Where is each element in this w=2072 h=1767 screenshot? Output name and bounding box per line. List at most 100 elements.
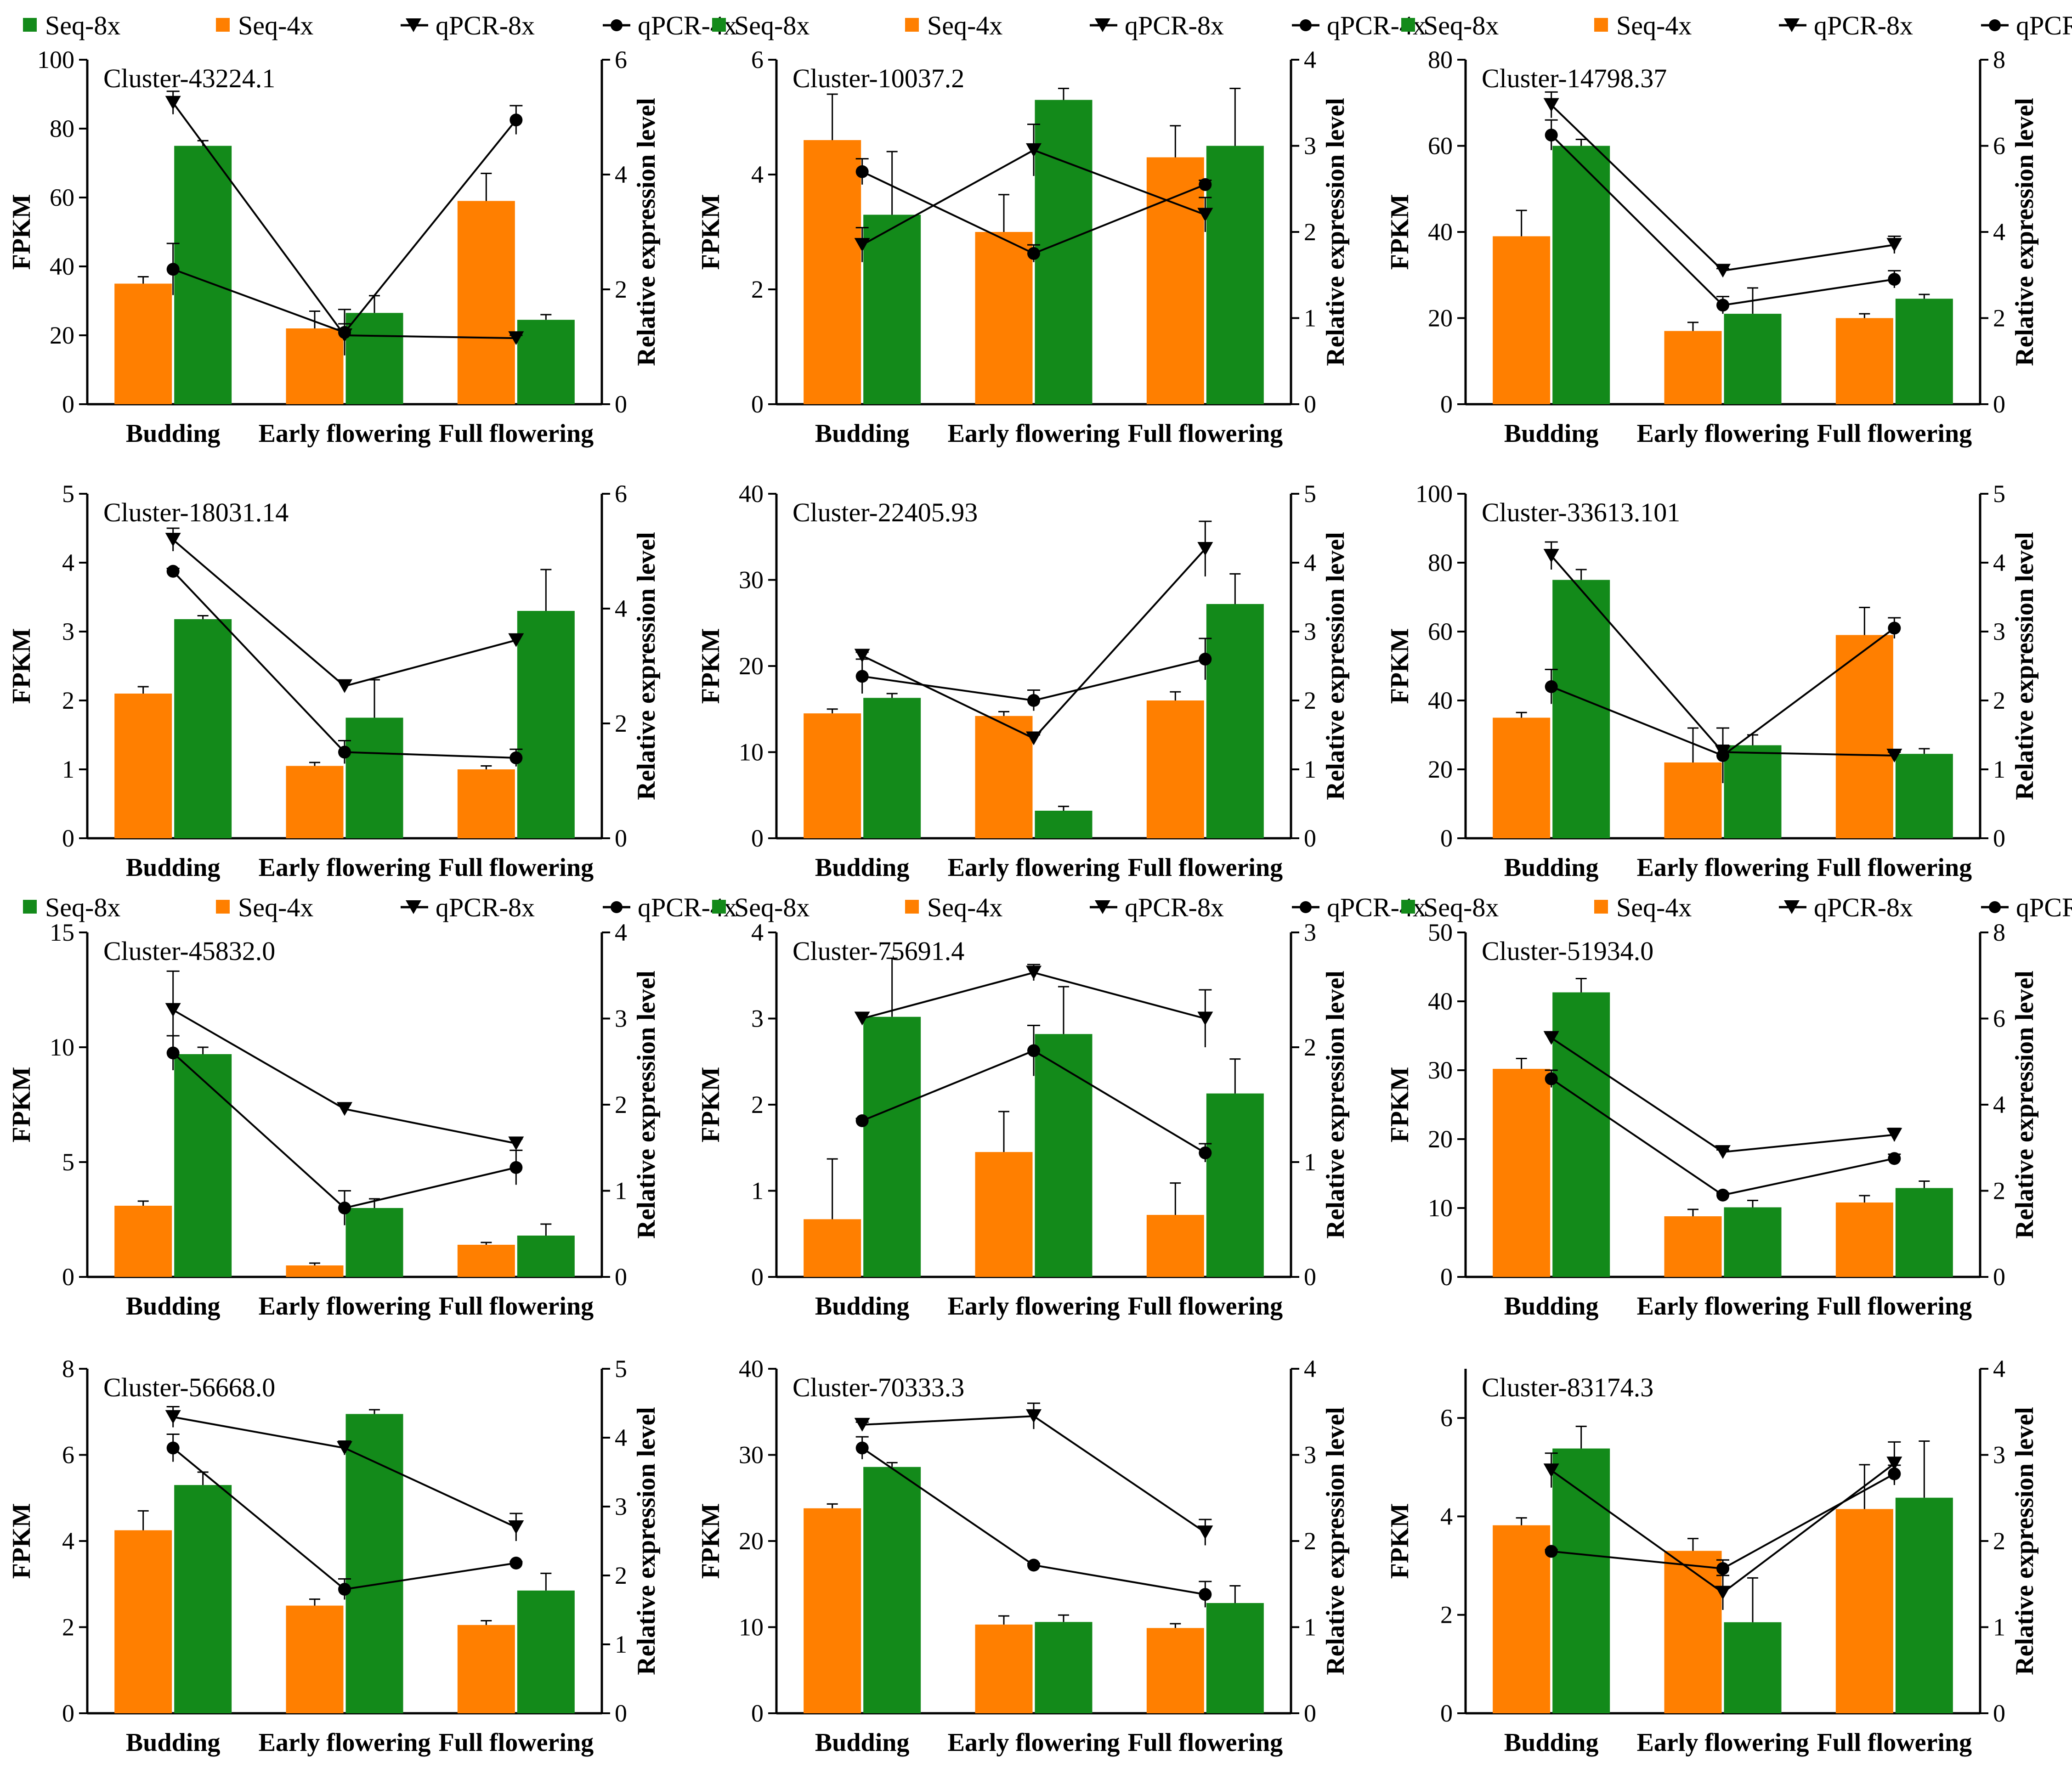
x-tick-label: Full flowering <box>1128 1728 1283 1757</box>
point-qpcr-4x <box>338 326 351 339</box>
point-qpcr-8x <box>337 1441 352 1455</box>
chart-title: Cluster-18031.14 <box>103 497 289 527</box>
point-qpcr-4x <box>1545 129 1558 142</box>
y-tick-label: 30 <box>739 566 764 594</box>
y-tick-label: 20 <box>739 1527 764 1555</box>
bar-seq-8x <box>1895 1188 1953 1277</box>
legend-triangle-marker <box>1784 900 1800 914</box>
chart-panel-2: 0 2 4 6 0 1 2 3 4 FPKM Relative expression level Cl… <box>696 46 1350 448</box>
bar-seq-8x <box>517 320 575 404</box>
y-tick-label: 20 <box>739 652 764 680</box>
y-axis-title: FPKM <box>1386 194 1414 270</box>
y2-axis-title: Relative expression level <box>632 98 661 366</box>
bar-seq-4x <box>1493 1069 1551 1277</box>
chart-panel-10: 0 2 4 6 8 0 1 2 3 4 5 FPKM Relative expression level… <box>7 1355 661 1757</box>
bar-seq-4x <box>1493 717 1551 838</box>
point-qpcr-8x <box>508 331 524 345</box>
bar-seq-8x <box>1035 1622 1093 1713</box>
chart-title: Cluster-51934.0 <box>1482 936 1653 966</box>
legend-label-qpcr-8x: qPCR-8x <box>436 892 535 922</box>
x-tick-label: Budding <box>1504 853 1599 882</box>
chart-title: Cluster-14798.37 <box>1482 63 1667 93</box>
y2-tick-label: 2 <box>1304 1033 1316 1061</box>
legend-label-qpcr-8x: qPCR-8x <box>1814 892 1913 922</box>
point-qpcr-4x <box>166 1046 180 1060</box>
bar-seq-4x <box>1664 1216 1722 1277</box>
y2-tick-label: 0 <box>615 390 627 418</box>
y2-tick-label: 4 <box>1993 1091 2005 1118</box>
y2-tick-label: 2 <box>615 1091 627 1118</box>
chart-title: Cluster-75691.4 <box>793 936 964 966</box>
point-qpcr-4x <box>510 1161 523 1174</box>
y-tick-label: 50 <box>1428 919 1453 946</box>
x-tick-label: Early flowering <box>1637 419 1809 448</box>
chart-panel-11: 0 10 20 30 40 0 1 2 3 4 FPKM Relative expression le… <box>696 1355 1350 1757</box>
legend-swatch-seq-4x <box>216 900 230 914</box>
point-qpcr-8x <box>1026 965 1042 980</box>
point-qpcr-8x <box>165 96 181 110</box>
bar-seq-8x <box>517 1590 575 1713</box>
y-tick-label: 2 <box>1440 1601 1453 1629</box>
y2-axis-title: Relative expression level <box>1321 98 1350 366</box>
y2-tick-label: 2 <box>1304 1527 1316 1555</box>
y-tick-label: 80 <box>1428 549 1453 576</box>
y-tick-label: 2 <box>751 276 764 303</box>
legend-label-seq-8x: Seq-8x <box>1423 892 1499 922</box>
point-qpcr-8x <box>337 679 352 693</box>
bar-seq-4x <box>1664 762 1722 838</box>
x-tick-label: Full flowering <box>1817 853 1972 882</box>
x-tick-label: Budding <box>1504 419 1599 448</box>
y2-tick-label: 8 <box>1993 919 2005 946</box>
y2-tick-label: 2 <box>615 276 627 303</box>
bar-seq-4x <box>286 1265 344 1277</box>
point-qpcr-8x <box>1197 208 1213 222</box>
y2-axis-title: Relative expression level <box>632 971 661 1239</box>
legend-circle-marker <box>611 19 623 31</box>
legend-swatch-seq-8x <box>712 900 726 914</box>
bar-seq-4x <box>114 1530 172 1713</box>
bar-seq-8x <box>345 717 403 838</box>
bar-seq-4x <box>457 1625 515 1713</box>
y2-tick-label: 5 <box>1304 480 1316 508</box>
y-tick-label: 0 <box>751 1263 764 1291</box>
y-tick-label: 100 <box>1415 480 1453 508</box>
bar-seq-8x <box>345 313 403 404</box>
y-tick-label: 60 <box>1428 618 1453 645</box>
x-tick-label: Full flowering <box>1128 853 1283 882</box>
x-tick-label: Early flowering <box>1637 1728 1809 1757</box>
bar-seq-4x <box>975 1624 1033 1713</box>
y2-tick-label: 3 <box>1304 919 1316 946</box>
point-qpcr-4x <box>1199 653 1212 666</box>
legend-triangle-marker <box>1095 18 1110 32</box>
x-tick-label: Budding <box>126 419 221 448</box>
y2-tick-label: 3 <box>1304 1441 1316 1469</box>
y-tick-label: 20 <box>1428 305 1453 332</box>
bar-seq-4x <box>114 694 172 838</box>
point-qpcr-8x <box>165 533 181 547</box>
bar-seq-8x <box>174 619 232 838</box>
point-qpcr-8x <box>508 1136 524 1151</box>
bar-seq-4x <box>1835 1509 1893 1713</box>
y2-tick-label: 6 <box>615 46 627 73</box>
point-qpcr-4x <box>1888 273 1901 286</box>
point-qpcr-8x <box>1886 1457 1902 1471</box>
bar-seq-4x <box>975 1152 1033 1277</box>
chart-panel-5: 0 10 20 30 40 0 1 2 3 4 5 FPKM Relative expression l… <box>696 480 1350 882</box>
y-tick-label: 6 <box>62 1441 74 1469</box>
point-qpcr-8x <box>854 1417 870 1432</box>
bar-seq-4x <box>1664 1551 1722 1713</box>
x-tick-label: Full flowering <box>439 419 594 448</box>
y2-tick-label: 0 <box>1993 1263 2005 1291</box>
bar-seq-8x <box>1895 299 1953 404</box>
bar-seq-8x <box>1206 146 1264 404</box>
y2-tick-label: 5 <box>1993 480 2005 508</box>
y-tick-label: 10 <box>1428 1194 1453 1222</box>
legend-label-qpcr-4x: qPCR-4x <box>2016 892 2072 922</box>
y-tick-label: 80 <box>1428 46 1453 73</box>
bar-seq-8x <box>1552 992 1610 1277</box>
y2-tick-label: 6 <box>615 480 627 508</box>
bar-seq-4x <box>804 1219 861 1277</box>
bar-seq-4x <box>1146 1215 1204 1277</box>
point-qpcr-8x <box>1026 143 1042 157</box>
point-qpcr-4x <box>510 751 523 764</box>
